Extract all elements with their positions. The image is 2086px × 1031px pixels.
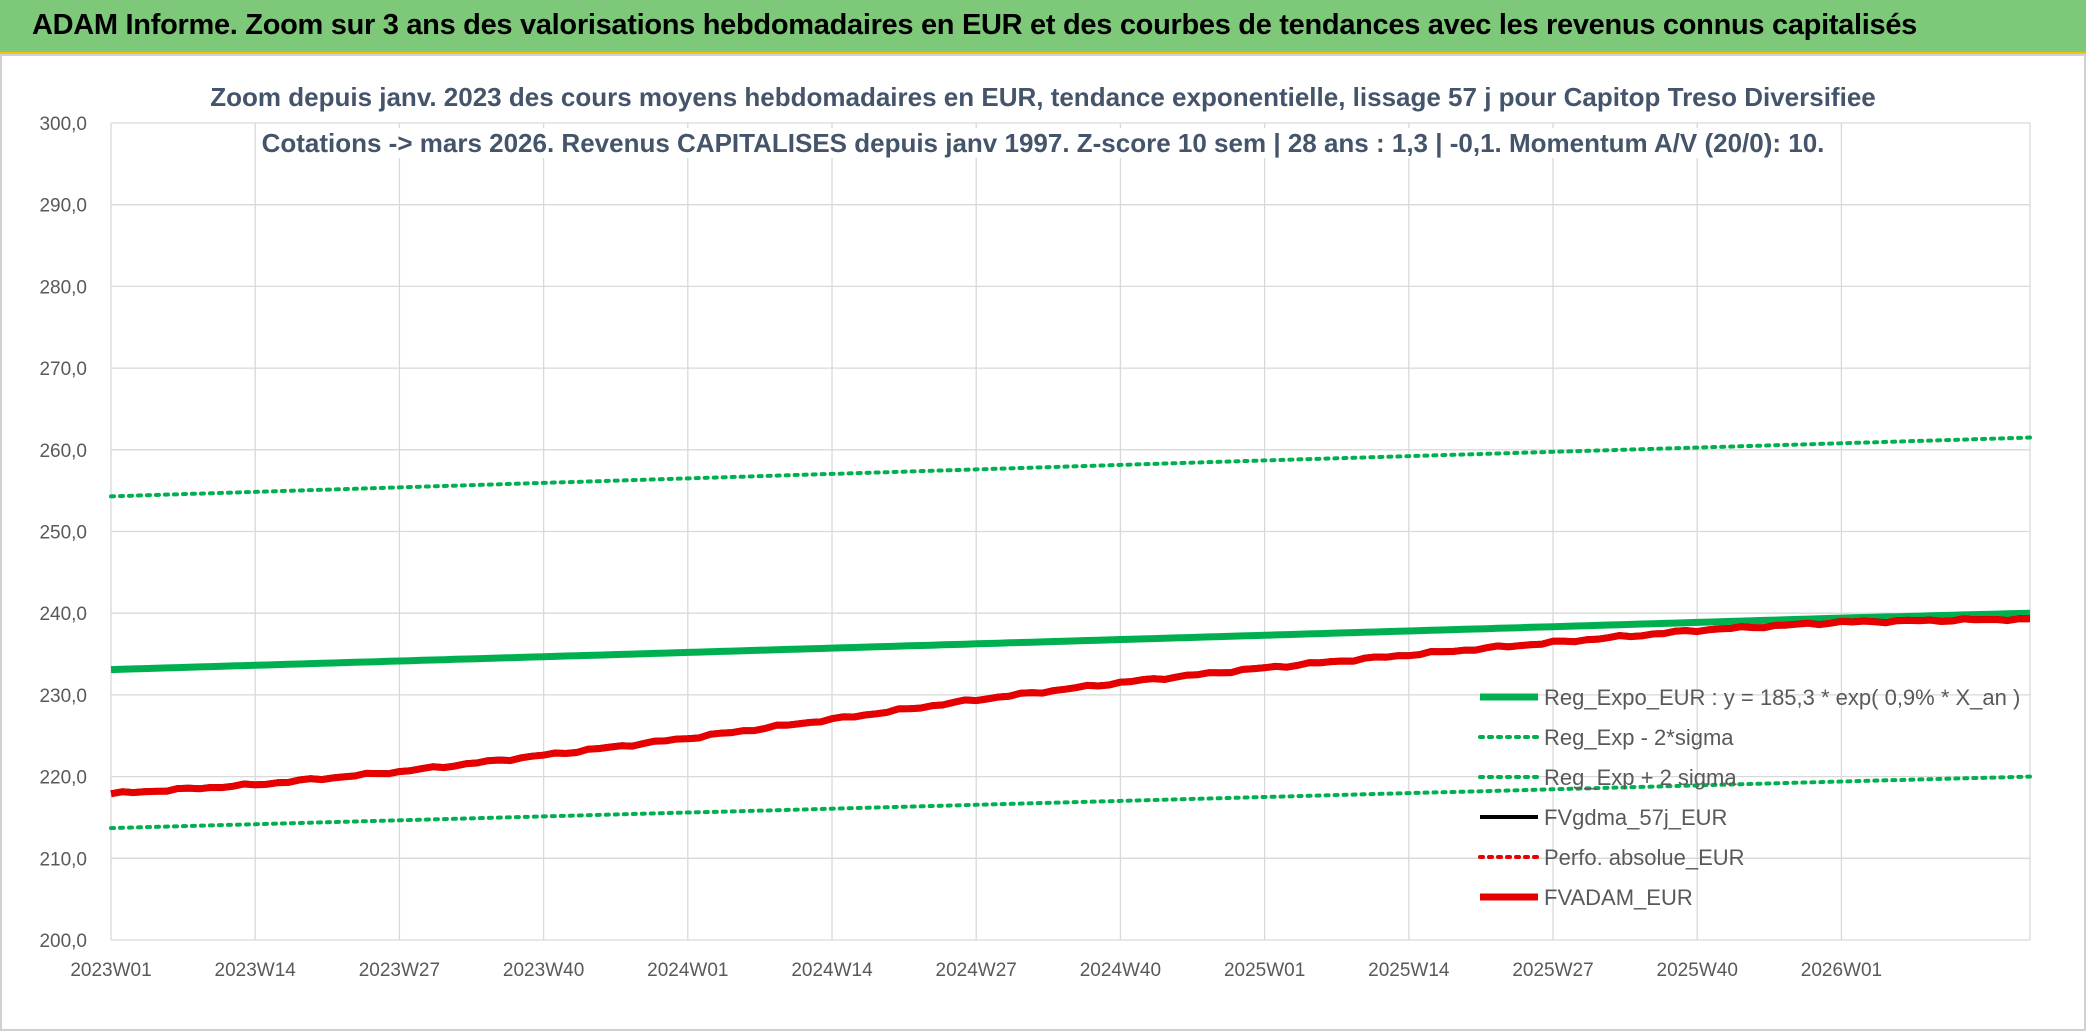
y-tick-label: 270,0 <box>39 359 87 380</box>
x-tick-label: 2024W40 <box>1080 960 1161 981</box>
series-lines <box>109 435 2032 831</box>
x-tick-label: 2025W14 <box>1368 960 1450 981</box>
y-tick-label: 210,0 <box>39 849 87 870</box>
chart-frame <box>0 54 2086 1031</box>
y-tick-label: 290,0 <box>39 196 87 217</box>
x-tick-label: 2024W14 <box>791 960 873 981</box>
series-line-reg-expo-eur-y-185-3-exp-0-9-x-an- <box>110 609 2031 674</box>
x-tick-label: 2024W01 <box>647 960 728 981</box>
y-tick-label: 250,0 <box>39 523 87 544</box>
legend-label: Reg_Expo_EUR : y = 185,3 * exp( 0,9% * X… <box>1544 685 2020 710</box>
y-tick-label: 200,0 <box>39 931 87 952</box>
chart-title-line-1: Zoom depuis janv. 2023 des cours moyens … <box>0 82 2086 113</box>
legend: Reg_Expo_EUR : y = 185,3 * exp( 0,9% * X… <box>1478 685 2020 910</box>
legend-label: FVADAM_EUR <box>1544 885 1693 910</box>
report-title: ADAM Informe. Zoom sur 3 ans des valoris… <box>32 9 1918 41</box>
x-tick-label: 2025W01 <box>1224 960 1305 981</box>
x-tick-label: 2023W27 <box>359 960 440 981</box>
legend-label: FVgdma_57j_EUR <box>1544 805 1727 830</box>
legend-label: Reg_Exp - 2*sigma <box>1544 725 1734 750</box>
y-tick-label: 260,0 <box>39 441 87 462</box>
axis-labels: 200,0 210,0 220,0 230,0 240,0 250,0 260,0 270,0… <box>39 114 1882 981</box>
chart-title-line-2: Cotations -> mars 2026. Revenus CAPITALI… <box>0 128 2086 159</box>
y-tick-label: 230,0 <box>39 686 87 707</box>
report-banner: ADAM Informe. Zoom sur 3 ans des valoris… <box>0 0 2086 54</box>
x-tick-label: 2025W27 <box>1512 960 1593 981</box>
y-tick-label: 240,0 <box>39 604 87 625</box>
y-tick-label: 220,0 <box>39 768 87 789</box>
y-tick-label: 300,0 <box>39 114 87 135</box>
legend-label: Perfo. absolue_EUR <box>1544 845 1745 870</box>
x-tick-label: 2025W40 <box>1657 960 1738 981</box>
y-tick-label: 280,0 <box>39 277 87 298</box>
x-tick-label: 2023W40 <box>503 960 584 981</box>
x-tick-label: 2026W01 <box>1801 960 1882 981</box>
legend-label: Reg_Exp + 2 sigma <box>1544 765 1737 790</box>
x-tick-label: 2023W14 <box>215 960 297 981</box>
grid-lines <box>110 122 2031 941</box>
x-tick-label: 2023W01 <box>70 960 151 981</box>
series-line-fvadam-eur <box>110 615 2031 798</box>
series-line-reg-exp-2-sigma <box>109 774 2032 831</box>
x-tick-label: 2024W27 <box>936 960 1017 981</box>
